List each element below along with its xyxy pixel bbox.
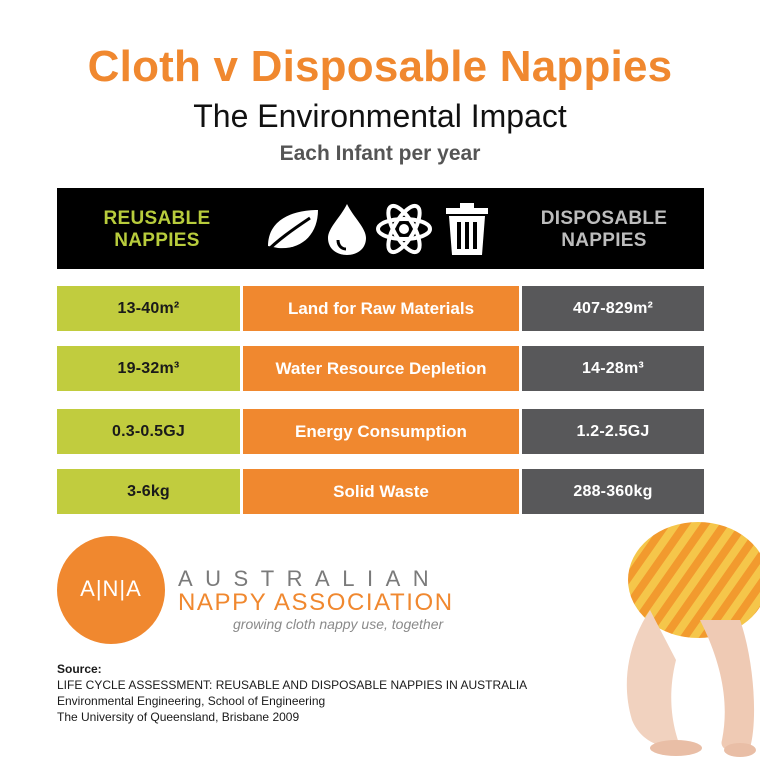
ana-logo-circle: A|N|A — [57, 536, 165, 644]
page-subsubtitle: Each Infant per year — [279, 142, 481, 165]
reusable-header-line-1: REUSABLE — [103, 208, 211, 229]
table-header-bar: REUSABLE NAPPIES DISPO — [57, 188, 704, 269]
table-row: 13-40m² Land for Raw Materials 407-829m² — [57, 286, 704, 331]
water-drop-icon — [328, 204, 366, 255]
disposable-value: 14-28m³ — [522, 346, 704, 391]
impact-category: Land for Raw Materials — [243, 286, 519, 331]
trash-bin-icon — [446, 203, 488, 255]
page-title: Cloth v Disposable Nappies — [87, 42, 673, 91]
ana-name-line-1: AUSTRALIAN — [178, 566, 442, 591]
baby-illustration — [626, 522, 760, 757]
impact-category: Solid Waste — [243, 469, 519, 514]
source-line: LIFE CYCLE ASSESSMENT: REUSABLE AND DISP… — [57, 678, 528, 692]
disposable-header-line-1: DISPOSABLE — [540, 208, 668, 229]
atom-icon — [376, 203, 432, 255]
disposable-value: 1.2-2.5GJ — [522, 409, 704, 454]
disposable-header-line-2: NAPPIES — [561, 230, 647, 251]
table-row: 0.3-0.5GJ Energy Consumption 1.2-2.5GJ — [57, 409, 704, 454]
impact-category: Water Resource Depletion — [243, 346, 519, 391]
impact-icons — [262, 202, 502, 256]
reusable-value: 19-32m³ — [57, 346, 240, 391]
ana-name-line-2: NAPPY ASSOCIATION — [178, 589, 454, 616]
table-row: 3-6kg Solid Waste 288-360kg — [57, 469, 704, 514]
page-subtitle: The Environmental Impact — [193, 98, 567, 134]
impact-category: Energy Consumption — [243, 409, 519, 454]
source-citation: Source: LIFE CYCLE ASSESSMENT: REUSABLE … — [57, 661, 577, 725]
source-line: Environmental Engineering, School of Eng… — [57, 694, 326, 708]
reusable-value: 0.3-0.5GJ — [57, 409, 240, 454]
source-line: The University of Queensland, Brisbane 2… — [57, 710, 300, 724]
reusable-header-line-2: NAPPIES — [114, 230, 200, 251]
source-label: Source: — [57, 662, 102, 676]
reusable-header: REUSABLE NAPPIES — [57, 208, 257, 252]
disposable-value: 288-360kg — [522, 469, 704, 514]
leaf-icon — [264, 210, 318, 254]
reusable-value: 3-6kg — [57, 469, 240, 514]
ana-tagline: growing cloth nappy use, together — [233, 616, 444, 632]
table-row: 19-32m³ Water Resource Depletion 14-28m³ — [57, 346, 704, 391]
reusable-value: 13-40m² — [57, 286, 240, 331]
ana-logo-text: A|N|A — [80, 576, 142, 601]
disposable-value: 407-829m² — [522, 286, 704, 331]
disposable-header: DISPOSABLE NAPPIES — [504, 208, 704, 252]
